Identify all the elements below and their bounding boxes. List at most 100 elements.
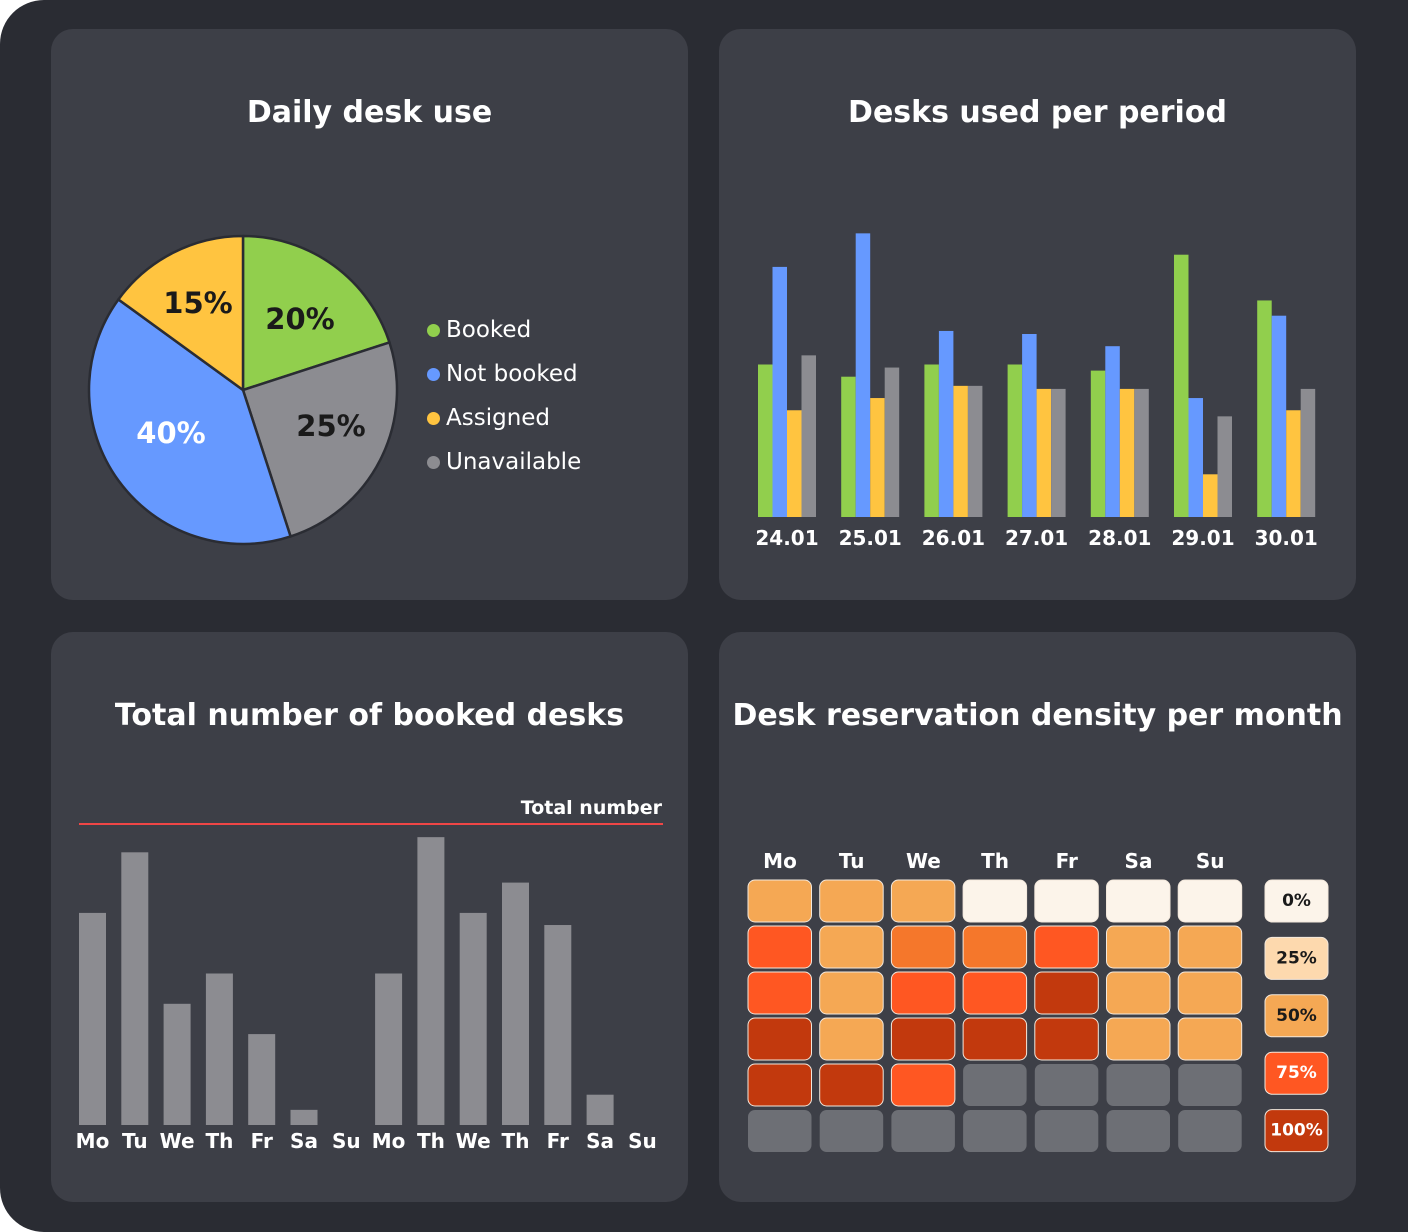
bar-unavailable (1134, 388, 1149, 517)
x-tick-label: Sa (586, 1129, 614, 1153)
x-tick-label: Mo (372, 1129, 406, 1153)
scale-swatch (1264, 1051, 1329, 1095)
heatmap-cell (819, 1110, 884, 1152)
heatmap-cell (1034, 971, 1099, 1015)
total-bar (79, 912, 106, 1125)
heatmap-cell (1177, 879, 1243, 923)
heatmap-column-label: Th (981, 849, 1009, 873)
bar-assigned (870, 398, 885, 517)
heatmap-cell (890, 879, 956, 923)
scale-swatch (1264, 1109, 1329, 1153)
x-tick-label: Fr (251, 1129, 273, 1153)
bar-assigned (1036, 388, 1052, 517)
bar-not-booked (772, 266, 787, 517)
heatmap-cell (1034, 1017, 1099, 1061)
x-tick-label: 26.01 (922, 526, 985, 550)
heatmap-cell (1106, 1064, 1170, 1106)
bar-unavailable (801, 355, 816, 517)
scale-label: 25% (1276, 948, 1317, 968)
x-tick-label: Th (502, 1129, 530, 1153)
total-bar (290, 1109, 318, 1125)
heatmap-cell (1177, 925, 1243, 969)
heatmap-cell (819, 971, 884, 1015)
heatmap-cell (1106, 1017, 1171, 1061)
heatmap-cell (747, 925, 812, 969)
scale-swatch (1264, 994, 1329, 1038)
x-tick-label: 25.01 (839, 526, 902, 550)
reservation-density-title: Desk reservation density per month (732, 698, 1343, 733)
scale-label: 0% (1282, 891, 1311, 911)
bar-not-booked (1105, 346, 1120, 517)
bar-booked (924, 364, 939, 517)
total-bar (205, 973, 233, 1125)
heatmap-cell (962, 971, 1028, 1015)
total-booked-desks-title: Total number of booked desks (114, 698, 625, 733)
heatmap-cell (962, 879, 1028, 923)
legend-item-assigned: Assigned (427, 396, 581, 440)
scale-swatch (1264, 879, 1329, 923)
x-tick-label: 29.01 (1171, 526, 1234, 550)
bar-booked (1090, 370, 1106, 517)
bar-not-booked (1188, 398, 1203, 517)
heatmap-column-label: Fr (1056, 849, 1078, 873)
bar-assigned (1286, 410, 1301, 517)
scale-label: 50% (1276, 1006, 1317, 1026)
heatmap-cell (1178, 1110, 1242, 1152)
heatmap-cell (1034, 1064, 1099, 1106)
legend-item-booked: Booked (427, 308, 581, 352)
desks-per-period-title: Desks used per period (848, 95, 1227, 130)
x-tick-label: Sa (290, 1129, 318, 1153)
bar-unavailable (1051, 388, 1066, 517)
bar-not-booked (1271, 315, 1287, 517)
scale-label: 75% (1276, 1063, 1317, 1083)
x-tick-label: Th (205, 1129, 233, 1153)
x-tick-label: Su (332, 1129, 361, 1153)
heatmap-column-label: Su (1196, 849, 1225, 873)
bar-not-booked (855, 233, 871, 517)
heatmap-cell (747, 1017, 812, 1061)
pie-slice-assigned (117, 234, 245, 392)
heatmap-cell (890, 925, 956, 969)
total-bar (502, 882, 529, 1125)
total-booked-desks-panel (51, 632, 688, 1202)
x-tick-label: 28.01 (1088, 526, 1151, 550)
bar-unavailable (967, 385, 983, 517)
heatmap-cell (963, 1064, 1027, 1106)
bar-booked (1257, 300, 1272, 517)
total-bar (417, 837, 445, 1125)
heatmap-column-label: Tu (839, 849, 865, 873)
heatmap-column-label: Sa (1125, 849, 1153, 873)
heatmap-cell (1177, 971, 1243, 1015)
bar-unavailable (884, 367, 900, 517)
x-tick-label: 24.01 (755, 526, 818, 550)
pie-slice-booked (241, 234, 391, 392)
pie-slice-label: 20% (265, 302, 334, 336)
x-tick-label: Mo (76, 1129, 110, 1153)
x-tick-label: Fr (547, 1129, 569, 1153)
heatmap-cell (890, 971, 956, 1015)
pie-slice-not-booked (87, 298, 292, 546)
legend-item-not-booked: Not booked (427, 352, 581, 396)
total-bar (121, 852, 149, 1125)
heatmap-cell (962, 925, 1028, 969)
scale-swatch (1264, 936, 1329, 980)
daily-desk-use-title: Daily desk use (246, 95, 493, 130)
heatmap-cell (1178, 1064, 1242, 1106)
legend-swatch (427, 455, 440, 469)
heatmap-cell (748, 1110, 812, 1152)
heatmap-cell (819, 1017, 884, 1061)
bar-assigned (787, 410, 802, 517)
heatmap-cell (1106, 925, 1171, 969)
legend-label: Assigned (446, 405, 551, 431)
total-line-label: Total number (521, 797, 663, 819)
bar-assigned (1203, 474, 1218, 517)
total-bar (544, 925, 572, 1125)
x-tick-label: 27.01 (1005, 526, 1068, 550)
pie-slice-label: 40% (136, 416, 205, 450)
total-bar (459, 912, 487, 1125)
heatmap-cell (1106, 879, 1171, 923)
heatmap-column-label: We (906, 849, 941, 873)
heatmap-cell (747, 971, 812, 1015)
